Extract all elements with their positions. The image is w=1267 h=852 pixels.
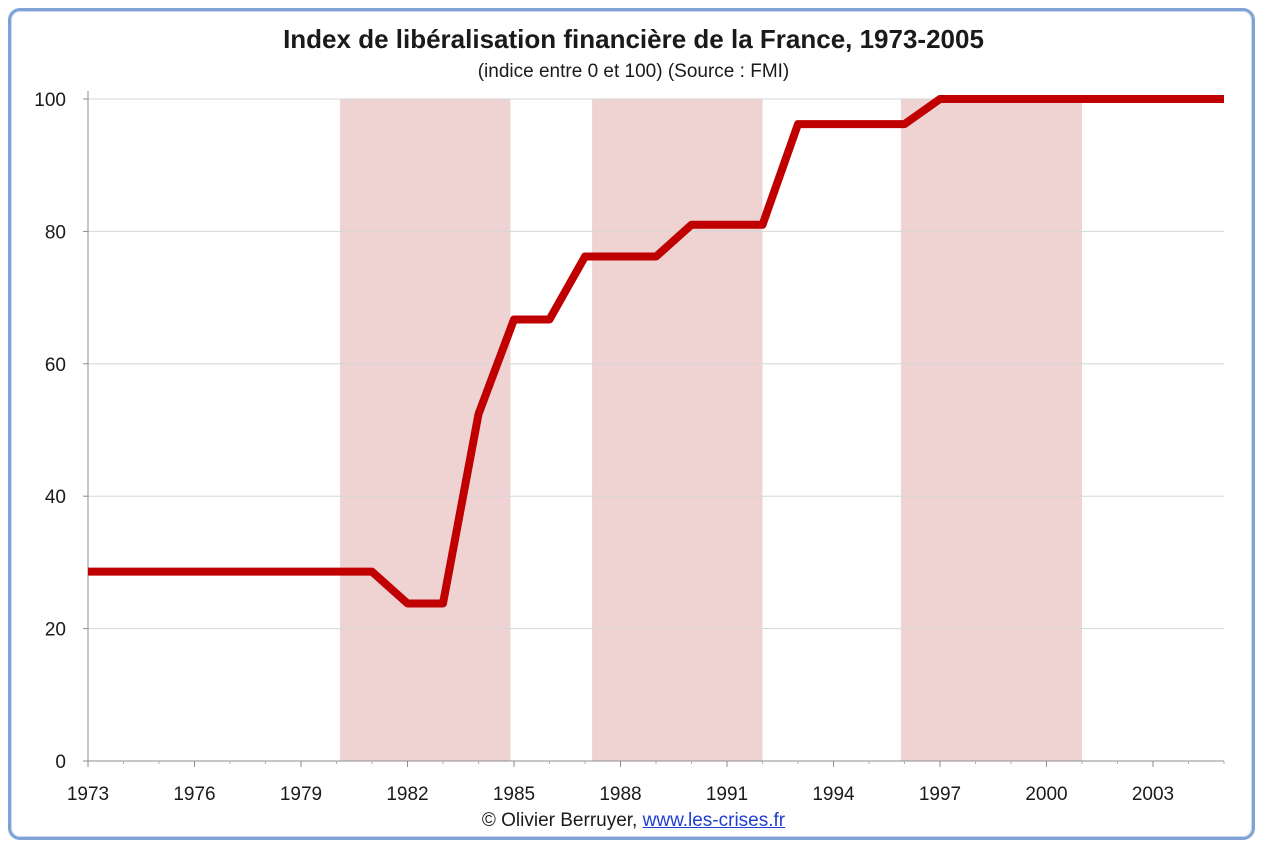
chart-title: Index de libéralisation financière de la…	[283, 24, 984, 54]
series-lines	[88, 95, 1224, 608]
x-tick-label: 1982	[386, 784, 428, 805]
x-tick-label: 1985	[493, 784, 535, 805]
shaded-period-1	[340, 99, 511, 761]
footer-credit-text: © Olivier Berruyer,	[481, 810, 643, 831]
x-tick-label: 1994	[812, 784, 855, 805]
x-tick-label: 1979	[280, 784, 322, 805]
x-tick-labels: 1973 1976 1979 1982 1985 1988 1991 1994 1997 2000…	[67, 784, 1174, 805]
x-tick-label: 1976	[173, 784, 215, 805]
footer-link[interactable]: www.les-crises.fr	[642, 810, 786, 831]
x-tick-label: 1991	[706, 784, 748, 805]
footer-credit: © Olivier Berruyer, www.les-crises.fr	[0, 810, 1267, 832]
shaded-period-2	[592, 99, 763, 761]
y-tick-label: 0	[55, 752, 66, 773]
y-tick-label: 40	[45, 487, 66, 508]
y-tick-label: 20	[45, 620, 66, 641]
axes	[87, 91, 1225, 767]
chart-subtitle: (indice entre 0 et 100) (Source : FMI)	[477, 61, 790, 82]
series-line-1	[88, 95, 1224, 608]
x-tick-label: 2000	[1025, 784, 1067, 805]
y-tick-label: 80	[45, 222, 66, 243]
x-tick-label: 1997	[919, 784, 961, 805]
x-tick-label: 1973	[67, 784, 109, 805]
y-tick-labels: 0 20 40 60 80 100	[34, 90, 66, 773]
shaded-periods	[340, 99, 1082, 761]
y-tick-label: 60	[45, 355, 66, 376]
x-tick-label: 1988	[599, 784, 641, 805]
x-tick-label: 2003	[1132, 784, 1174, 805]
y-tick-label: 100	[34, 90, 66, 111]
shaded-period-3	[900, 99, 1082, 761]
